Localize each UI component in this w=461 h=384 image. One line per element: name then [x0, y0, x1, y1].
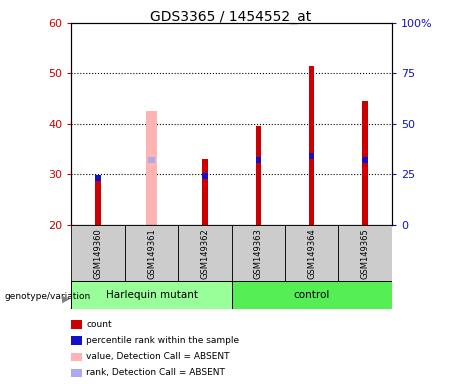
Text: genotype/variation: genotype/variation	[5, 292, 91, 301]
Text: GSM149360: GSM149360	[94, 228, 103, 279]
Bar	[95, 175, 101, 181]
Bar	[309, 153, 314, 159]
Bar	[231, 225, 285, 282]
Text: value, Detection Call = ABSENT: value, Detection Call = ABSENT	[86, 352, 230, 361]
Bar	[71, 225, 125, 282]
Text: GSM149361: GSM149361	[147, 228, 156, 279]
Bar	[148, 157, 155, 163]
Bar	[202, 159, 207, 225]
Text: ▶: ▶	[62, 294, 70, 304]
Bar	[71, 281, 231, 309]
Bar	[309, 66, 314, 225]
Bar	[256, 126, 261, 225]
Bar	[95, 177, 101, 225]
Bar	[125, 225, 178, 282]
Text: GSM149364: GSM149364	[307, 228, 316, 279]
Bar	[256, 157, 261, 163]
Text: GSM149363: GSM149363	[254, 228, 263, 279]
Bar	[362, 101, 368, 225]
Text: count: count	[86, 320, 112, 329]
Bar	[362, 157, 368, 163]
Bar	[231, 281, 392, 309]
Text: Harlequin mutant: Harlequin mutant	[106, 290, 198, 300]
Text: percentile rank within the sample: percentile rank within the sample	[86, 336, 239, 345]
Bar	[285, 225, 338, 282]
Text: rank, Detection Call = ABSENT: rank, Detection Call = ABSENT	[86, 368, 225, 377]
Text: GSM149362: GSM149362	[201, 228, 209, 279]
Text: GDS3365 / 1454552_at: GDS3365 / 1454552_at	[150, 10, 311, 23]
Bar	[202, 173, 207, 179]
Text: GSM149365: GSM149365	[361, 228, 370, 279]
Bar	[338, 225, 392, 282]
Text: control: control	[294, 290, 330, 300]
Bar	[178, 225, 231, 282]
Bar	[146, 111, 157, 225]
